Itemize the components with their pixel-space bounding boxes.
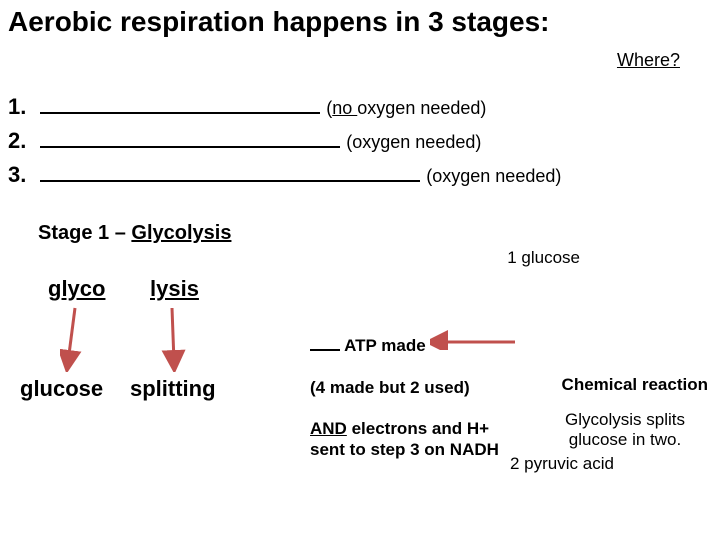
- glycolysis-splits-note: Glycolysis splits glucose in two.: [550, 410, 700, 451]
- arrow-glyco: [60, 306, 90, 372]
- arrow-lysis: [160, 306, 190, 372]
- fill-blank: [40, 94, 320, 114]
- atp-made: ATP made: [310, 336, 426, 356]
- page-title: Aerobic respiration happens in 3 stages:: [0, 0, 720, 38]
- stage-row-2: 2. (oxygen needed): [8, 124, 561, 158]
- word-glyco: glyco: [48, 276, 105, 302]
- stage-list: 1. (no oxygen needed) 2. (oxygen needed)…: [8, 90, 561, 192]
- fill-blank-small: [310, 341, 340, 351]
- fill-blank: [40, 162, 420, 182]
- stage-num: 1.: [8, 90, 34, 124]
- stage-num: 2.: [8, 124, 34, 158]
- stage-row-3: 3. (oxygen needed): [8, 158, 561, 192]
- chemical-reaction-label: Chemical reaction: [562, 375, 708, 395]
- electrons-note: AND electrons and H+ sent to step 3 on N…: [310, 418, 500, 461]
- word-lysis: lysis: [150, 276, 199, 302]
- splitting-label: splitting: [130, 376, 216, 402]
- glucose-start: 1 glucose: [507, 248, 580, 268]
- stage1-heading: Stage 1 – Glycolysis: [38, 222, 231, 245]
- stage-note: (oxygen needed): [426, 166, 561, 186]
- stage-note: (oxygen needed): [346, 132, 481, 152]
- stage-num: 3.: [8, 158, 34, 192]
- glucose-label: glucose: [20, 376, 103, 402]
- atp-detail: (4 made but 2 used): [310, 378, 470, 398]
- arrow-atp-left: [430, 330, 520, 350]
- where-label: Where?: [617, 50, 680, 71]
- stage-row-1: 1. (no oxygen needed): [8, 90, 561, 124]
- stage-note: (no oxygen needed): [326, 98, 486, 118]
- fill-blank: [40, 128, 340, 148]
- pyruvic-acid-label: 2 pyruvic acid: [510, 454, 614, 474]
